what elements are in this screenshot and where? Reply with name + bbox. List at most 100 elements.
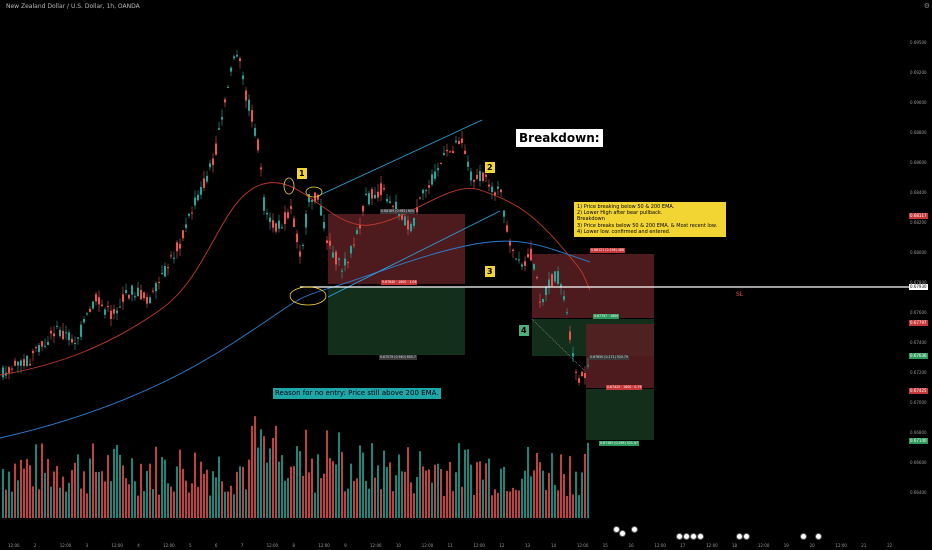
candle [266,212,268,215]
volume-bar [482,479,484,518]
volume-bar [410,482,412,518]
price-badge: 0.67930 [909,284,928,290]
candle [245,90,247,101]
event-icon[interactable] [815,533,822,540]
price-tick-label: 0.67600 [910,310,927,315]
candle [380,183,382,195]
volume-bar [587,442,589,518]
event-icon[interactable] [736,533,743,540]
candle [554,271,556,282]
time-tick-label: 2 [33,543,37,548]
time-tick-label: 10 [395,543,401,548]
candle [578,378,580,383]
volume-bar [257,447,259,518]
note-line: Breakdown [577,216,605,223]
volume-bar [242,466,244,518]
volume-bar [302,475,304,518]
candle [23,359,25,366]
candle [311,200,313,202]
volume-bar [188,492,190,518]
time-tick-label: 12:00 [654,543,666,548]
candle [62,330,64,340]
volume-bar [575,471,577,518]
candle [284,212,286,224]
volume-bar [437,463,439,518]
candle [86,313,88,315]
volume-bar [434,464,436,518]
price-tick-label: 0.67000 [910,400,927,405]
candle [458,140,460,144]
volume-bar [554,484,556,518]
candle [296,233,298,243]
candle [428,185,430,188]
volume-bar [374,477,376,518]
event-icon[interactable] [613,526,620,533]
candle [323,222,325,229]
volume-bar [56,465,58,518]
volume-bar [122,465,124,518]
price-axis[interactable]: 0.69500 0.69200 0.69000 0.68800 0.68600 0.684… [908,0,932,550]
volume-bar [491,495,493,518]
candle [167,267,169,269]
volume-bar [413,493,415,518]
candle [383,188,385,190]
time-tick-label: 3 [85,543,89,548]
volume-bar [449,461,451,518]
event-icon[interactable] [800,533,807,540]
candle [416,207,418,213]
volume-bar [440,468,442,518]
candle [233,56,235,59]
candle [518,259,520,261]
position-2-entry-label: 0.67797 · 1600 [593,314,620,319]
event-icon[interactable] [697,533,704,540]
volume-bar [68,482,70,518]
volume-bar [35,444,37,518]
position-2-mid-label: 0.67650 (0.171) 520.79 [589,355,629,360]
volume-bar [281,455,283,518]
volume-bar [224,491,226,518]
candle [455,140,457,143]
candle [155,283,157,292]
candle [251,110,253,122]
candle [485,174,487,177]
volume-bar [305,429,307,518]
volume-bar [386,466,388,518]
event-icon[interactable] [631,526,638,533]
event-icon[interactable] [619,530,626,537]
candle [32,350,34,354]
trend-line-lower [327,210,501,298]
candle [341,270,343,272]
position-1-entry-label: 0.67840 · 1600 · 1.06 [381,280,418,285]
volume-bar [350,463,352,518]
event-icon[interactable] [690,533,697,540]
volume-bar [383,450,385,518]
volume-bar [8,471,10,518]
volume-bar [173,491,175,518]
candle [44,345,46,347]
position-zone [328,214,465,284]
candle [206,175,208,182]
candle [317,194,319,200]
volume-bar [236,471,238,518]
volume-bar [527,447,529,518]
event-icon[interactable] [676,533,683,540]
candle [227,86,229,88]
candle [473,179,475,182]
event-icon[interactable] [683,533,690,540]
settings-icon[interactable]: ⚙ [923,2,930,10]
volume-bar [344,491,346,518]
event-icon[interactable] [743,533,750,540]
candle [509,241,511,246]
time-tick-label: 20 [809,543,815,548]
price-tick-label: 0.68600 [910,160,927,165]
volume-bar [275,425,277,518]
candle [77,337,79,339]
candle [20,360,22,366]
volume-bar [131,458,133,518]
time-tick-label: 8 [292,543,295,548]
volume-bar [557,490,559,518]
entry-dotted-line [531,318,587,373]
candle [551,274,553,286]
